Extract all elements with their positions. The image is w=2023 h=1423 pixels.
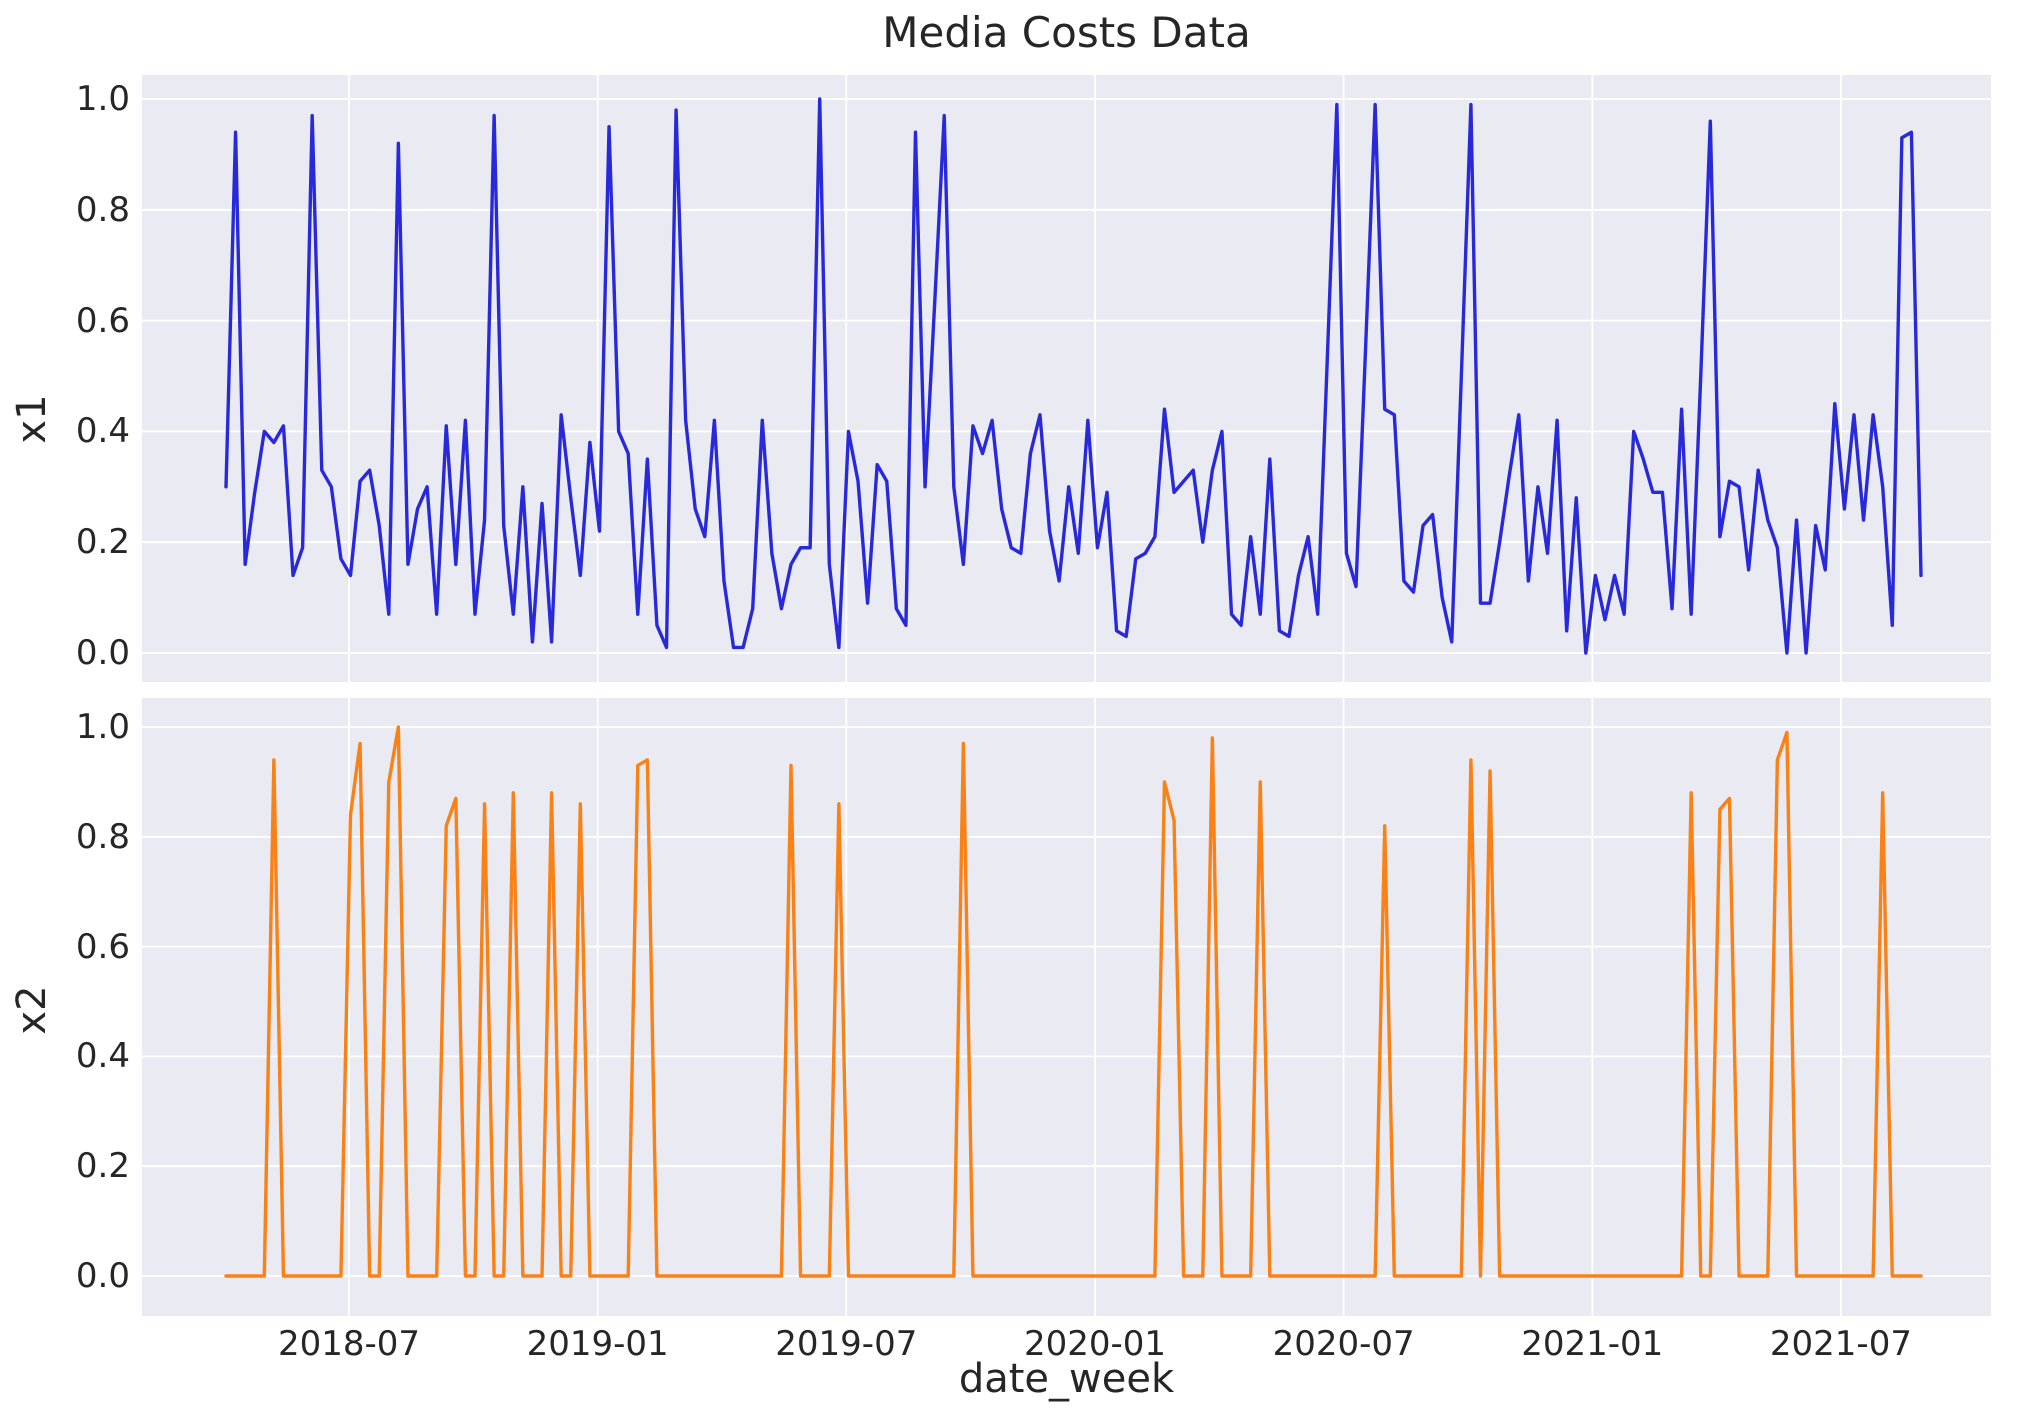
x2-line: [224, 725, 1923, 1278]
y-axis-label-x2: x2: [9, 985, 55, 1035]
x1-plot-canvas: [142, 75, 1991, 682]
x-tick-label: 2020-01: [1023, 1324, 1166, 1364]
bottom-axes-x2: [142, 698, 1991, 1316]
y-tick-label: 0.8: [75, 189, 130, 230]
x-axis-label: date_week: [958, 1356, 1175, 1402]
x-tick-label: 2018-07: [277, 1324, 421, 1364]
x-tick-label: 2019-07: [775, 1324, 918, 1364]
y-tick-label: 0.2: [75, 1146, 130, 1187]
x-tick-label: 2021-07: [1769, 1324, 1912, 1364]
y-tick-label: 1.0: [75, 707, 130, 747]
x-tick-label: 2020-07: [1272, 1324, 1415, 1364]
x-tick-label: 2021-01: [1521, 1324, 1664, 1364]
y-tick-label: 0.4: [75, 411, 130, 452]
x-tick-label: 2019-01: [526, 1324, 669, 1364]
y-tick-label: 0.4: [75, 1036, 130, 1077]
top-axes-x1: [142, 75, 1991, 682]
y-tick-label: 0.0: [75, 1256, 130, 1296]
y-tick-label: 0.2: [75, 522, 130, 563]
y-tick-label: 0.6: [75, 926, 130, 967]
y-tick-label: 1.0: [75, 79, 130, 119]
y-tick-label: 0.0: [75, 633, 130, 673]
x2-plot-canvas: [142, 698, 1991, 1316]
x1-line: [224, 97, 1923, 655]
y-tick-label: 0.6: [75, 300, 130, 341]
y-tick-label: 0.8: [75, 816, 130, 857]
figure-title: Media Costs Data: [882, 8, 1251, 57]
